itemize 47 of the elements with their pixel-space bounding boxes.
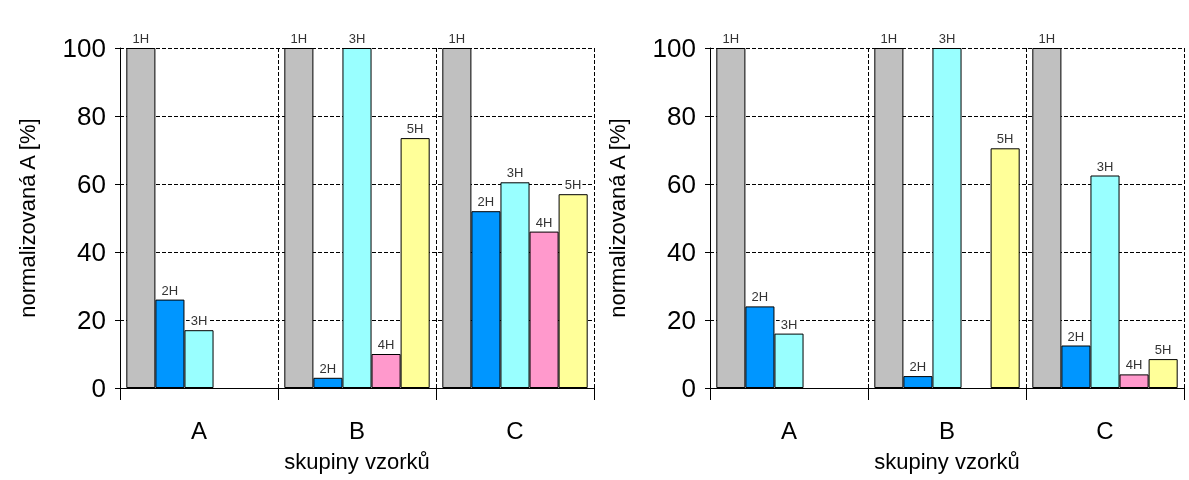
series-label: 4H (377, 337, 395, 352)
y-axis-title: normalizovaná A [%] (604, 118, 630, 318)
y-tick-label: 20 (667, 305, 696, 335)
x-tick-label: A (780, 416, 798, 444)
x-tick-label: C (506, 416, 524, 444)
text: 3H (506, 165, 524, 181)
text: 5H (564, 177, 582, 193)
text: 4H (535, 214, 553, 230)
text: 3H (938, 31, 956, 46)
series-label: 4H (1125, 357, 1143, 373)
y-tick-label: 20 (77, 305, 106, 335)
text: 1H (1038, 31, 1056, 46)
x-tick-label: C (1096, 416, 1114, 444)
text: 1H (448, 31, 466, 46)
series-label: 2H (161, 282, 179, 298)
text: 2H (909, 359, 927, 375)
x-tick-label: B (938, 416, 956, 444)
text: 1H (880, 31, 898, 46)
text: 3H (1096, 158, 1114, 174)
series-label: 1H (132, 31, 150, 46)
x-tick-label: A (190, 416, 208, 444)
series-label: 3H (190, 313, 208, 329)
series-label: 3H (780, 316, 798, 332)
series-label: 5H (406, 121, 424, 137)
series-label: 1H (722, 31, 740, 46)
y-tick-label: 0 (681, 373, 696, 403)
y-tick-label: 60 (77, 169, 106, 199)
series-label: 5H (996, 131, 1014, 147)
y-tick-label: 100 (62, 33, 106, 63)
y-tick-label: 80 (667, 101, 696, 131)
text: 2H (477, 194, 495, 210)
x-tick-label: B (348, 416, 366, 444)
x-axis-title: skupiny vzorků (874, 448, 1020, 474)
y-tick-label: 100 (652, 33, 696, 63)
y-tick-label: 0 (91, 373, 106, 403)
text: 5H (1154, 342, 1172, 358)
text: 2H (319, 360, 337, 376)
y-tick-label: 40 (77, 237, 106, 267)
y-axis-title: normalizovaná A [%] (14, 118, 40, 318)
y-tick-label: 40 (667, 237, 696, 267)
text: 3H (348, 31, 366, 46)
x-axis-title: skupiny vzorků (284, 448, 430, 474)
text: 1H (290, 31, 308, 46)
series-label: 2H (751, 289, 769, 305)
y-tick-label: 60 (667, 169, 696, 199)
text: 2H (1067, 328, 1085, 344)
y-tick-label: 80 (77, 101, 106, 131)
